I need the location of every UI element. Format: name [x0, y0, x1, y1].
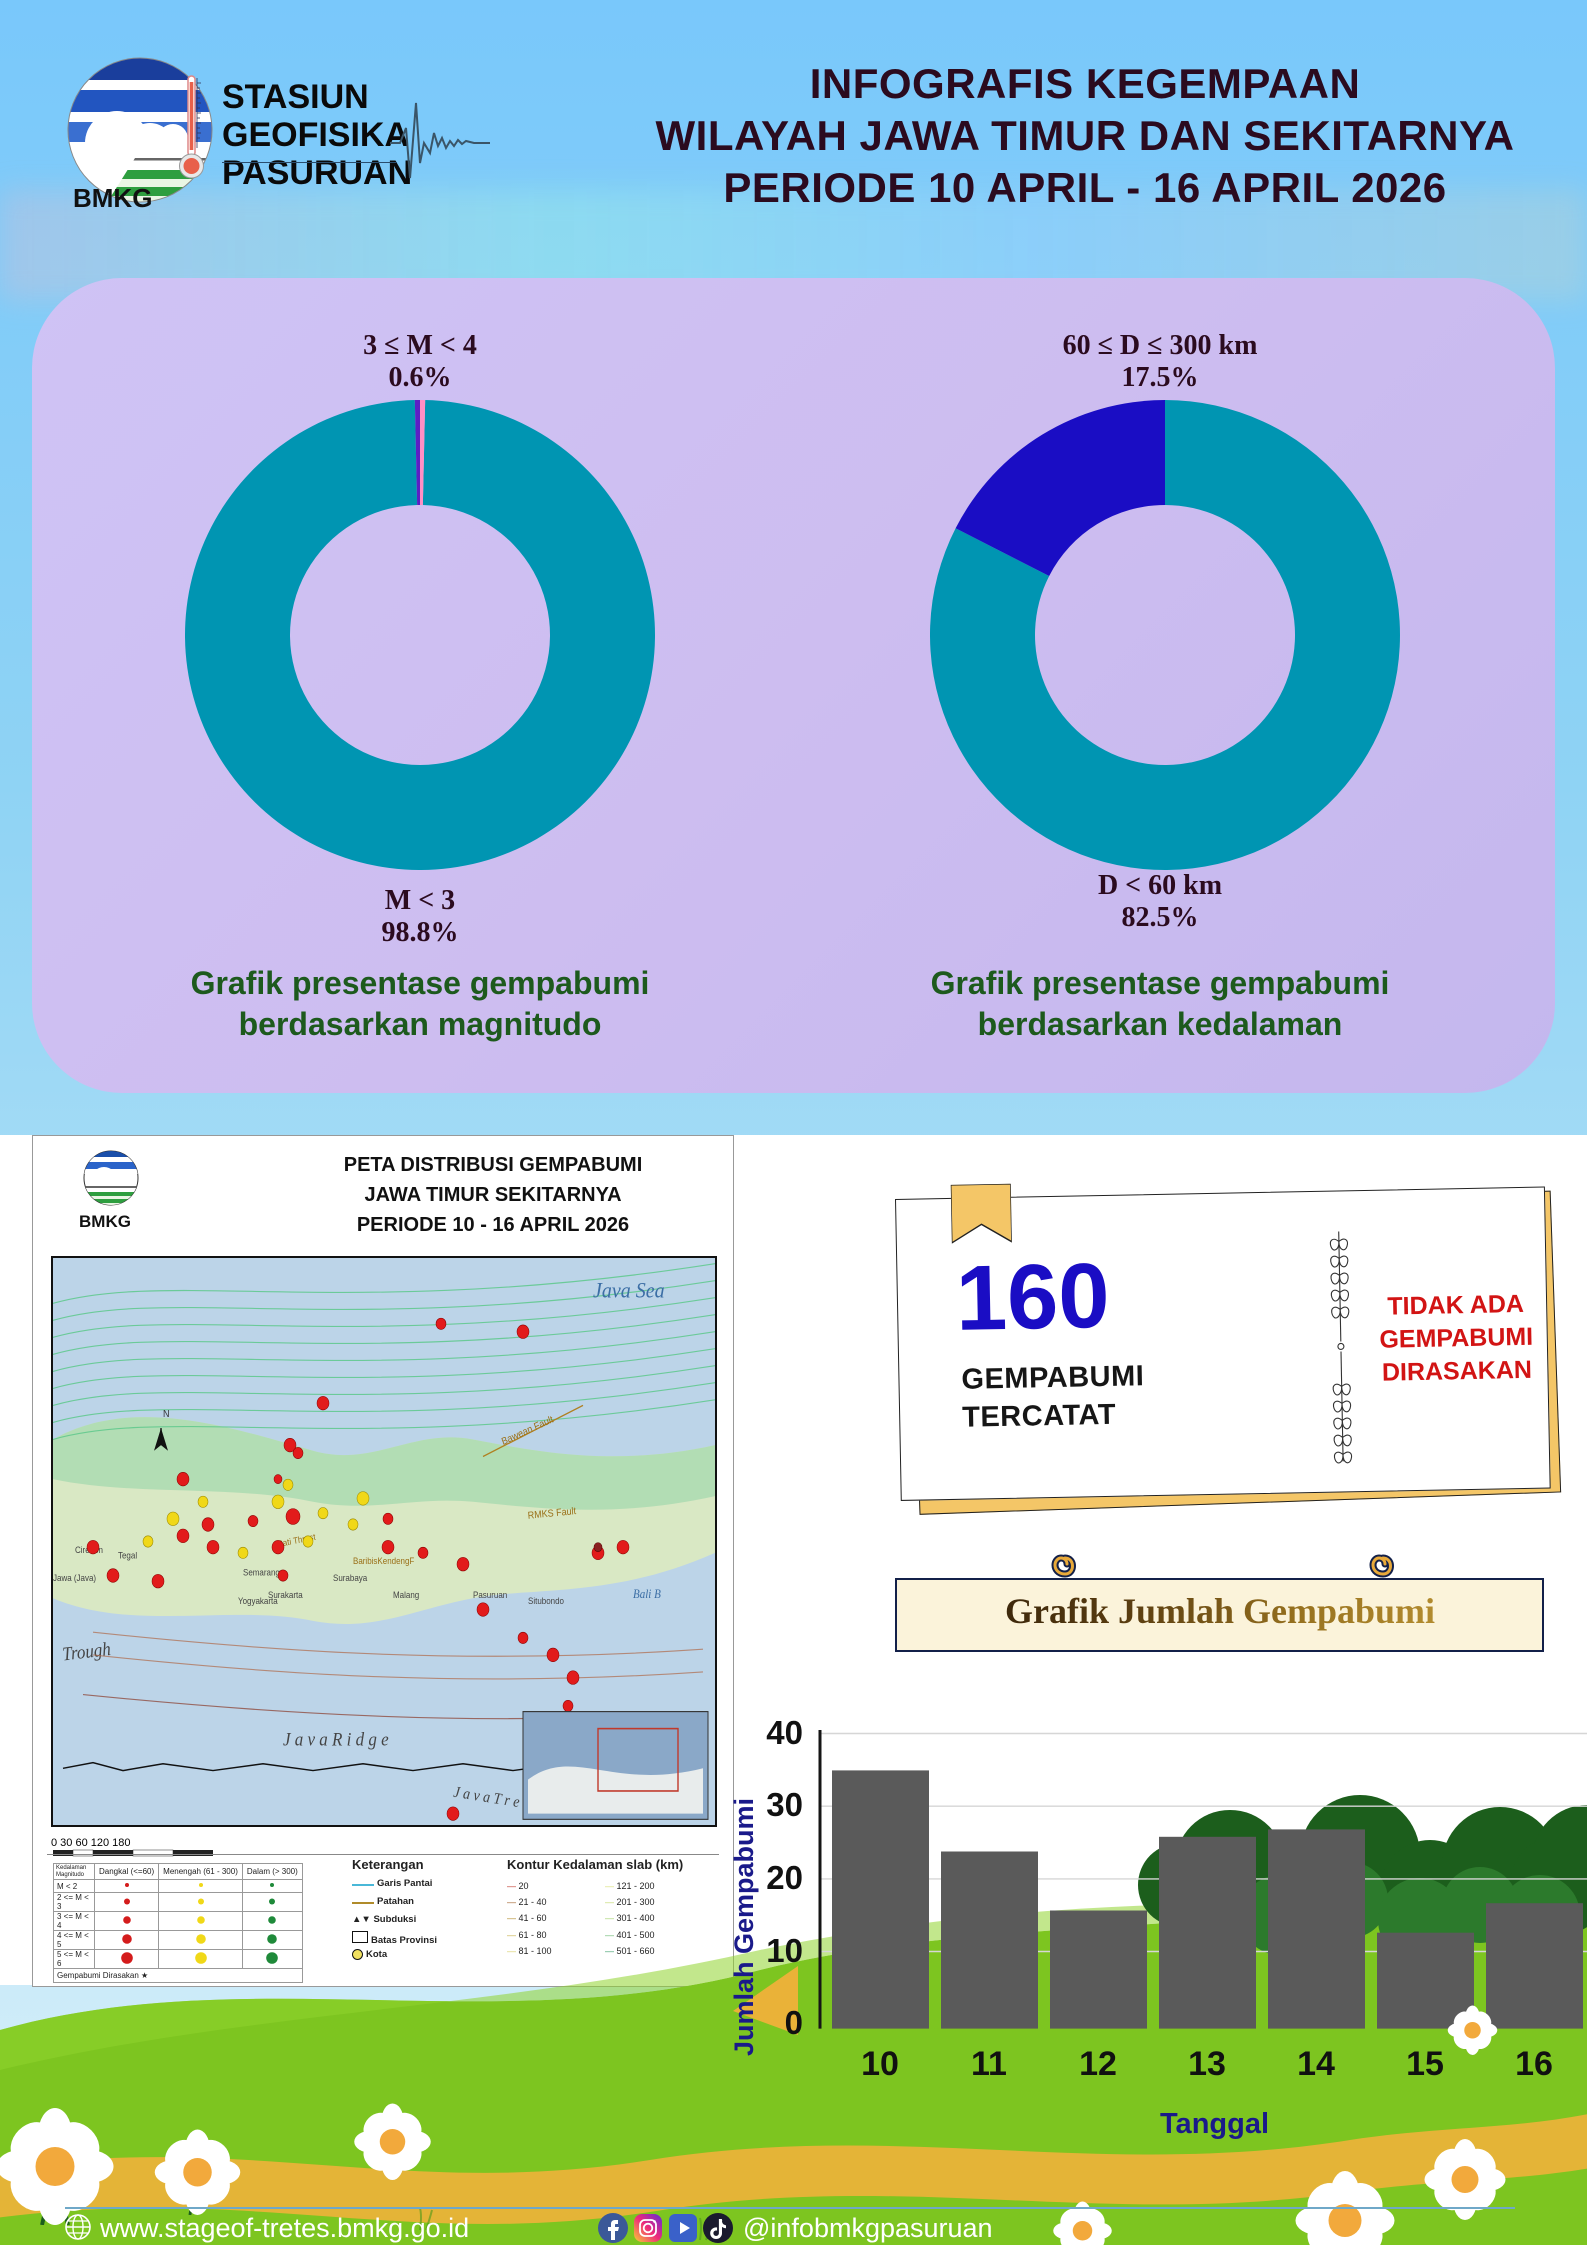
svg-text:N: N: [163, 1408, 170, 1420]
svg-text:BaribisKendengF: BaribisKendengF: [353, 1556, 414, 1567]
svg-text:0: 0: [785, 2004, 803, 2041]
svg-text:12: 12: [1079, 2045, 1117, 2083]
svg-text:10: 10: [861, 2045, 899, 2083]
svg-text:Java Sea: Java Sea: [593, 1278, 665, 1303]
svg-text:14: 14: [1297, 2045, 1335, 2083]
svg-text:10: 10: [766, 1932, 803, 1969]
svg-text:Yogyakarta: Yogyakarta: [238, 1595, 278, 1606]
svg-text:40: 40: [766, 1714, 803, 1751]
svg-text:16: 16: [1515, 2045, 1553, 2083]
svg-text:13: 13: [1188, 2045, 1226, 2083]
svg-text:Bali B: Bali B: [633, 1588, 661, 1602]
svg-text:15: 15: [1406, 2045, 1444, 2083]
svg-text:Jawa (Java): Jawa (Java): [53, 1573, 96, 1584]
svg-text:Pasuruan: Pasuruan: [473, 1590, 507, 1601]
svg-text:Semarang: Semarang: [243, 1567, 280, 1578]
svg-text:Malang: Malang: [393, 1590, 419, 1601]
svg-text:Tegal: Tegal: [118, 1550, 137, 1561]
svg-text:Surabaya: Surabaya: [333, 1573, 367, 1584]
svg-text:30: 30: [766, 1786, 803, 1823]
svg-text:20: 20: [766, 1859, 803, 1896]
svg-text:0 30 60 120 180: 0 30 60 120 180: [51, 1837, 131, 1849]
svg-text:11: 11: [971, 2045, 1007, 2083]
svg-text:Situbondo: Situbondo: [528, 1595, 564, 1606]
svg-text:J a v a R i d g e: J a v a R i d g e: [283, 1729, 389, 1750]
